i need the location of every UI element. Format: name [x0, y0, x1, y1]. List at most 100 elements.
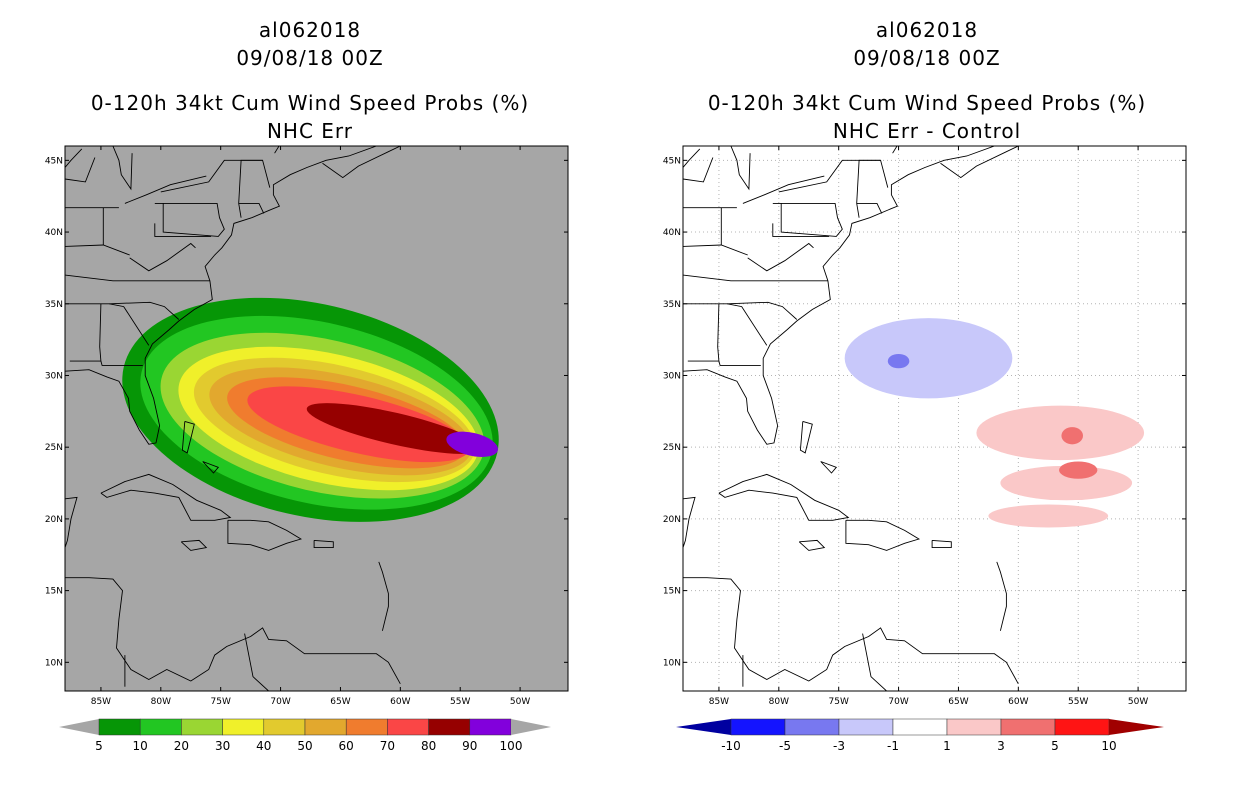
- colorbar-label: 100: [500, 739, 523, 753]
- y-tick-label: 10N: [663, 658, 681, 668]
- colorbar-over: [1109, 719, 1164, 735]
- state-border: [772, 223, 830, 237]
- x-tick-label: 85W: [709, 697, 729, 707]
- y-tick-label: 45N: [663, 156, 681, 166]
- x-tick-label: 50W: [510, 697, 530, 707]
- colorbar-swatch: [892, 718, 948, 736]
- contour-level-3: [1061, 427, 1084, 445]
- colorbar-label: 1: [943, 739, 951, 753]
- state-border: [160, 159, 263, 193]
- state-border: [730, 146, 751, 191]
- coastline: [718, 473, 850, 521]
- y-tick-label: 15N: [45, 587, 63, 597]
- y-tick-label: 40N: [45, 228, 63, 238]
- colorbar-swatch: [730, 718, 786, 736]
- state-border: [274, 146, 280, 154]
- right-storm-id: al062018: [875, 18, 979, 42]
- state-border: [892, 146, 898, 154]
- left-storm-id: al062018: [258, 18, 362, 42]
- colorbar-label: 90: [462, 739, 477, 753]
- state-border: [718, 360, 761, 366]
- contour-level-80: [306, 403, 482, 454]
- coastline: [65, 496, 78, 548]
- colorbar-label: 50: [297, 739, 312, 753]
- colorbar-swatch: [181, 718, 223, 736]
- state-border: [65, 148, 83, 168]
- x-tick-label: 70W: [270, 697, 290, 707]
- contour-level-1: [1000, 465, 1133, 501]
- state-border: [154, 202, 225, 237]
- x-tick-label: 75W: [829, 697, 849, 707]
- state-border: [683, 244, 748, 256]
- colorbar-label: -10: [721, 739, 741, 753]
- y-tick-label: 20N: [45, 515, 63, 525]
- colorbar-label: 80: [421, 739, 436, 753]
- coastline: [798, 539, 826, 551]
- colorbar-label: 40: [256, 739, 271, 753]
- colorbar-swatch: [345, 718, 388, 736]
- coastline: [65, 577, 401, 685]
- colorbar-swatch: [139, 718, 182, 736]
- state-border: [65, 157, 96, 183]
- x-tick-label: 80W: [151, 697, 171, 707]
- x-tick-label: 70W: [888, 697, 908, 707]
- right-map-panel: 85W 80W 75W 70W 65W 60W 55W 50W 45N 40N 35N 30N 25N 2…: [663, 145, 1187, 753]
- colorbar-swatch: [1054, 718, 1110, 736]
- coastline: [931, 539, 952, 549]
- y-tick-label: 35N: [45, 300, 63, 310]
- coastline: [996, 561, 1007, 631]
- state-border: [65, 301, 180, 320]
- colorbar-swatch: [222, 718, 265, 736]
- right-title: 0-120h 34kt Cum Wind Speed Probs (%): [707, 91, 1147, 115]
- colorbar-swatch: [784, 718, 840, 736]
- coastline: [181, 420, 195, 454]
- state-border: [129, 242, 196, 272]
- y-tick-label: 25N: [45, 443, 63, 453]
- coastline: [313, 539, 334, 549]
- x-tick-label: 60W: [1008, 697, 1028, 707]
- state-border: [683, 148, 701, 168]
- colorbar-swatch: [946, 718, 1002, 736]
- right-subtitle: NHC Err - Control: [832, 119, 1022, 143]
- colorbar-label: 5: [1051, 739, 1059, 753]
- colorbar-label: 60: [339, 739, 354, 753]
- coastline: [683, 146, 995, 445]
- colorbar-swatch: [469, 718, 512, 736]
- coastline: [202, 461, 220, 474]
- state-border: [69, 303, 102, 362]
- state-border: [856, 202, 883, 214]
- colorbar-swatch: [263, 718, 306, 736]
- colorbar-under: [59, 719, 99, 735]
- x-tick-label: 50W: [1128, 697, 1148, 707]
- y-tick-label: 40N: [663, 228, 681, 238]
- state-border: [100, 360, 143, 366]
- colorbar-label: 30: [215, 739, 230, 753]
- state-border: [742, 175, 825, 204]
- contour-level-3: [1059, 461, 1098, 479]
- colorbar-swatch: [98, 718, 141, 736]
- contour-level-neg1: [844, 318, 1013, 399]
- y-tick-label: 25N: [663, 443, 681, 453]
- contour-level-neg3: [887, 353, 910, 369]
- y-tick-label: 35N: [663, 300, 681, 310]
- colorbar-label: 5: [95, 739, 103, 753]
- state-border: [683, 274, 828, 282]
- state-border: [687, 303, 720, 362]
- coastline: [227, 519, 303, 551]
- y-tick-label: 20N: [663, 515, 681, 525]
- state-border: [65, 274, 210, 282]
- x-tick-label: 55W: [450, 697, 470, 707]
- coastline: [378, 561, 389, 631]
- colorbar-over: [511, 719, 551, 735]
- state-border: [727, 303, 768, 346]
- colorbar-under: [676, 719, 731, 735]
- state-border: [683, 157, 714, 183]
- x-tick-label: 80W: [769, 697, 789, 707]
- colorbar-swatch: [428, 718, 471, 736]
- colorbar-swatch: [387, 718, 429, 736]
- coastline: [845, 519, 921, 551]
- colorbar-swatch: [838, 718, 894, 736]
- coastline: [322, 146, 401, 179]
- colorbar-swatch: [1000, 718, 1056, 736]
